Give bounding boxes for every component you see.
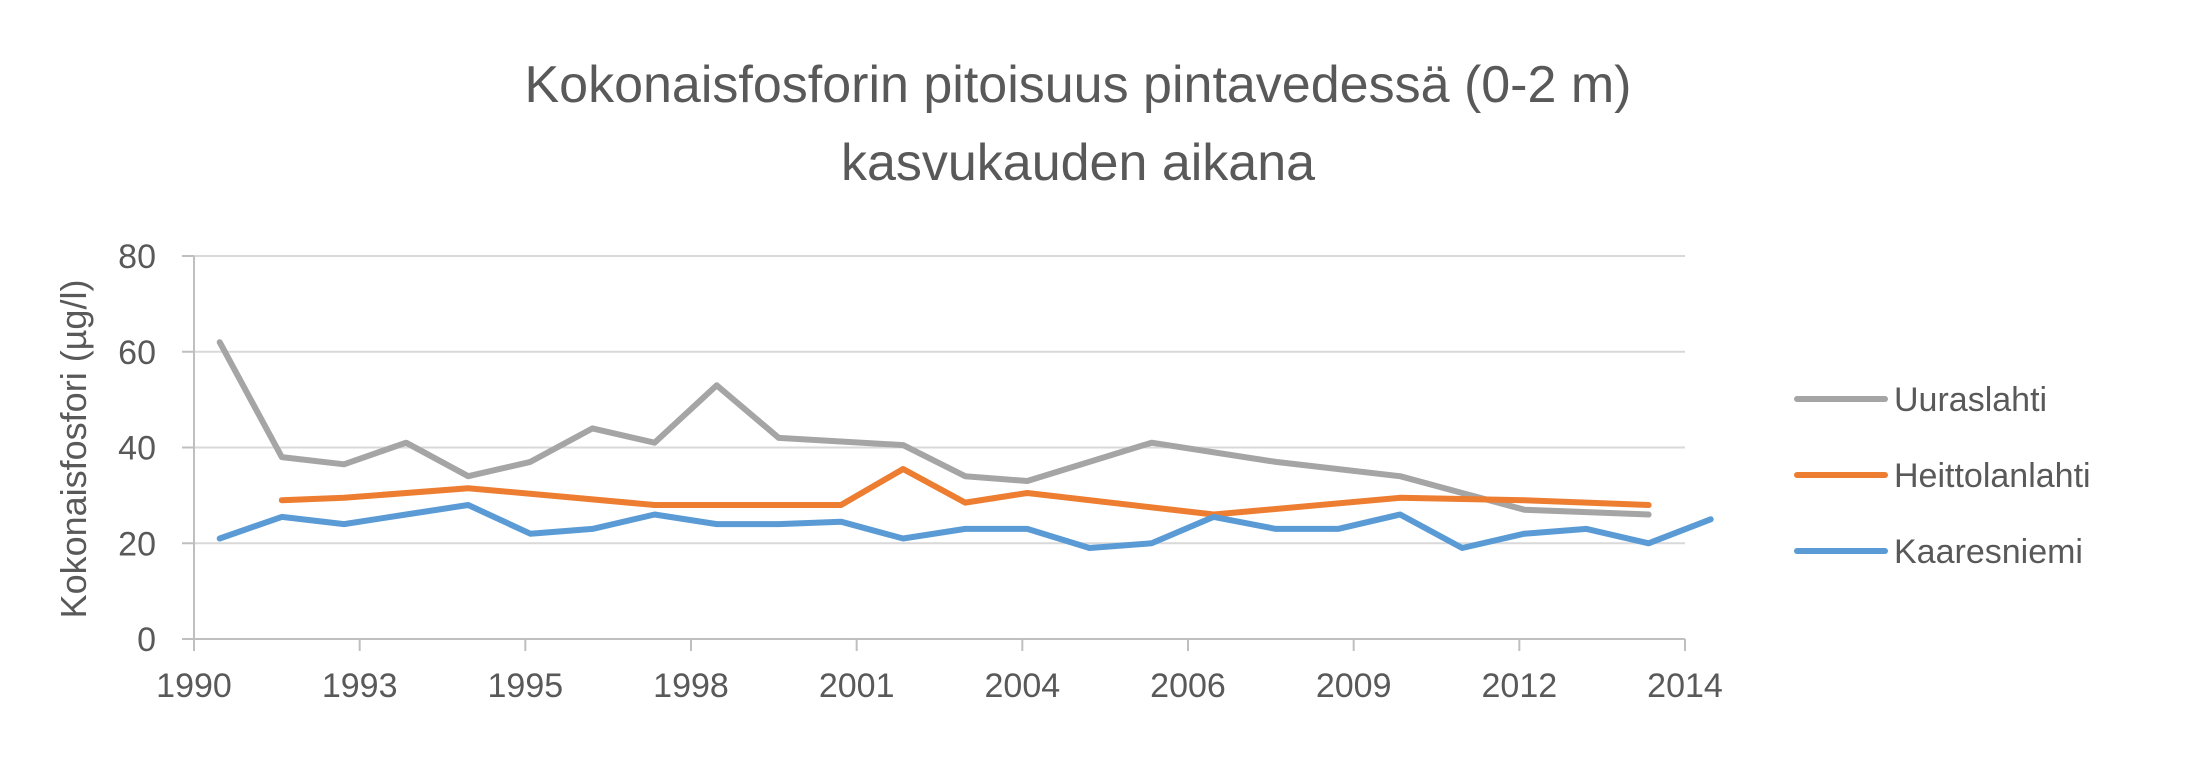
y-tick-label: 60: [118, 334, 156, 372]
gridlines: [194, 255, 1685, 545]
y-tick-label: 20: [118, 525, 156, 563]
legend-label: Uuraslahti: [1894, 381, 2047, 419]
series-line-kaaresniemi: [216, 502, 1714, 551]
x-tick-label: 2012: [1482, 667, 1558, 705]
series-lines: [216, 339, 1714, 551]
y-axis-title: Kokonaisfosfori (µg/l): [53, 280, 94, 619]
series-line-heittolanlahti: [278, 466, 1652, 518]
x-tick-label: 2009: [1316, 667, 1392, 705]
x-tick-label: 2004: [985, 667, 1061, 705]
x-tick-label: 1998: [653, 667, 729, 705]
x-tick-label: 2014: [1647, 667, 1723, 705]
legend-label: Heittolanlahti: [1894, 457, 2091, 495]
y-tick-label: 40: [118, 430, 156, 468]
legend-label: Kaaresniemi: [1894, 533, 2083, 571]
y-tick-label: 80: [118, 238, 156, 276]
x-tick-label: 2001: [819, 667, 895, 705]
x-tick-label: 2006: [1150, 667, 1226, 705]
chart-title-line-1: Kokonaisfosforin pitoisuus pintavedessä …: [524, 56, 1631, 114]
series-line-uuraslahti: [216, 339, 1652, 518]
axes: 0 20 40 60 80 1990 1993 1995 1998 2001 2004 2006 200…: [118, 238, 1723, 705]
legend: Uuraslahti Heittolanlahti Kaaresniemi: [1794, 381, 2091, 571]
chart-title-line-2: kasvukauden aikana: [841, 134, 1315, 192]
x-tick-label: 1993: [322, 667, 398, 705]
x-tick-label: 1990: [156, 667, 232, 705]
y-tick-label: 0: [137, 621, 156, 659]
x-tick-label: 1995: [488, 667, 564, 705]
